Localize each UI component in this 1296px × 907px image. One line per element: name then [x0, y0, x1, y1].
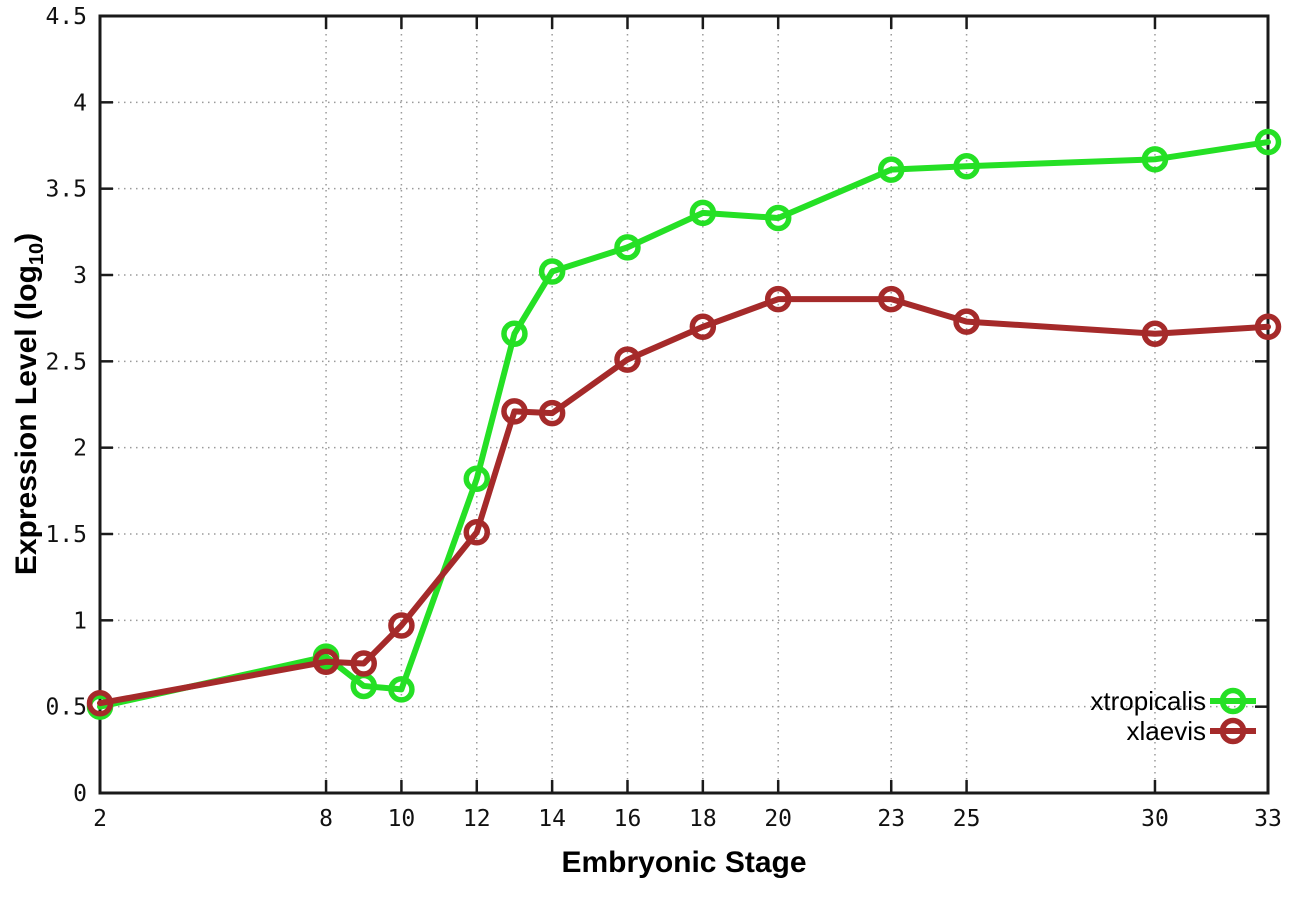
series-xtropicalis-marker [614, 234, 641, 261]
series-xlaevis-marker [614, 346, 641, 373]
y-tick-label: 4.5 [45, 4, 87, 30]
x-tick-label: 2 [93, 806, 107, 832]
x-axis-label: Embryonic Stage [561, 846, 806, 879]
series-xlaevis-marker [312, 648, 340, 676]
x-tick-label: 23 [877, 806, 905, 832]
series-xtropicalis-line [97, 139, 1271, 710]
series-xlaevis-line [97, 296, 1271, 707]
gridlines-layer [100, 16, 1268, 793]
x-tick-label: 25 [953, 806, 981, 832]
y-axis-label: Expression Level (log10) [10, 233, 48, 575]
series-xtropicalis-marker [877, 156, 905, 183]
y-tick-label: 1 [73, 608, 87, 634]
plot-frame-layer [98, 14, 1270, 795]
series-layer [86, 128, 1282, 720]
x-tick-label: 16 [614, 806, 642, 832]
series-xlaevis-marker [538, 399, 566, 427]
legend-item-xlaevis: xlaevis [1127, 716, 1256, 746]
y-tick-label: 0.5 [45, 695, 87, 721]
y-axis-label-subscript: 10 [26, 243, 48, 265]
legend-label-xtropicalis: xtropicalis [1090, 686, 1206, 716]
series-xtropicalis-marker [388, 676, 415, 703]
x-tick-label: 10 [388, 806, 416, 832]
x-tick-label: 18 [689, 806, 717, 832]
series-xlaevis-marker [1254, 313, 1282, 341]
series-xlaevis-marker [1141, 320, 1169, 347]
series-xlaevis-marker [877, 285, 905, 313]
y-axis-label-main: Expression Level (log [10, 265, 43, 575]
x-tick-label: 14 [538, 806, 566, 832]
x-tick-label: 20 [764, 806, 792, 832]
plot-border [98, 14, 1270, 795]
x-tick-label: 30 [1141, 806, 1169, 832]
series-xtropicalis-marker [764, 204, 792, 232]
y-tick-label: 2.5 [45, 349, 87, 375]
series-xtropicalis-marker [1254, 128, 1282, 156]
series-xlaevis-marker [764, 285, 792, 313]
series-xtropicalis-marker [953, 152, 980, 180]
y-tick-label: 4 [73, 90, 87, 116]
series-xlaevis-marker [86, 689, 114, 717]
y-tick-label: 3.5 [45, 177, 87, 203]
y-tick-label: 0 [73, 781, 87, 807]
y-tick-label: 2 [73, 436, 87, 462]
tick-labels-layer: 2 8 10 12 14 16 18 20 23 25 30 33 0 0.5 1 1.5 2 2.5 3 3.5 4 4… [45, 4, 1281, 832]
legend-marker-xlaevis [1219, 717, 1247, 745]
y-axis-label-suffix: ) [10, 233, 43, 243]
y-tick-label: 3 [73, 263, 87, 289]
series-xlaevis-marker [350, 650, 377, 677]
y-tick-label: 1.5 [45, 522, 87, 548]
legend-item-xtropicalis: xtropicalis [1090, 686, 1256, 716]
series-xtropicalis [86, 128, 1282, 720]
series-xtropicalis-marker [1141, 146, 1169, 173]
x-tick-label: 12 [463, 806, 491, 832]
series-xlaevis-marker [463, 519, 491, 546]
series-xtropicalis-marker [689, 199, 717, 227]
legend: xtropicalis xlaevis [1090, 686, 1256, 746]
series-xtropicalis-marker [463, 465, 491, 492]
series-xtropicalis-marker [501, 320, 528, 347]
series-xlaevis-marker [953, 308, 980, 335]
series-xtropicalis-marker [538, 258, 566, 285]
series-xlaevis [86, 285, 1282, 717]
series-xlaevis-marker [689, 313, 717, 341]
series-xlaevis-marker [388, 612, 415, 639]
legend-label-xlaevis: xlaevis [1127, 716, 1206, 746]
legend-marker-xtropicalis [1219, 687, 1247, 715]
x-tick-label: 33 [1254, 806, 1282, 832]
x-tick-label: 8 [319, 806, 333, 832]
series-xlaevis-marker [501, 398, 528, 425]
